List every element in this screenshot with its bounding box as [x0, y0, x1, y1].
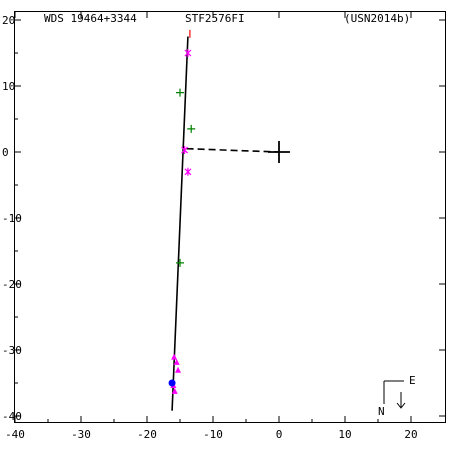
- node-line: [186, 147, 280, 153]
- reference-label: (USN2014b): [344, 12, 410, 25]
- axis-ticks: [14, 12, 445, 422]
- x-tick-label: -10: [203, 428, 223, 441]
- plot-frame: [14, 11, 446, 423]
- orbit-path: [171, 36, 189, 411]
- y-tick-label: -40: [2, 410, 22, 423]
- y-tick-label: 10: [2, 80, 15, 93]
- x-tick-label: 20: [404, 428, 417, 441]
- wds-id-label: WDS 19464+3344: [44, 12, 137, 25]
- dot-marker: [168, 379, 176, 387]
- compass-east-label: E: [409, 374, 416, 387]
- x-tick-label: -20: [137, 428, 157, 441]
- plus-marker: [176, 258, 184, 267]
- triangle-marker: [171, 387, 178, 394]
- compass-arrow-head: [396, 402, 406, 409]
- orbit-lines: [171, 29, 280, 411]
- star-marker: [184, 167, 192, 176]
- discoverer-label: STF2576FI: [185, 12, 245, 25]
- x-tick-label: -40: [5, 428, 25, 441]
- axis-tick-labels: -40 -30 -20 -10 0 10 20 20 10 0 -10 -20 -30 -40: [2, 14, 418, 441]
- plus-marker: [187, 124, 196, 133]
- triangle-marker: [171, 353, 178, 360]
- compass: E N: [378, 374, 416, 418]
- x-tick-label: 0: [276, 428, 283, 441]
- y-tick-label: 0: [2, 146, 9, 159]
- x-tick-label: 10: [338, 428, 351, 441]
- triangle-marker: [175, 366, 182, 373]
- x-tick-label: -30: [71, 428, 91, 441]
- compass-north-label: N: [378, 405, 385, 418]
- y-tick-label: 20: [2, 14, 15, 27]
- star-marker: [181, 146, 189, 155]
- y-tick-label: -30: [2, 344, 22, 357]
- triangle-marker: [173, 358, 180, 365]
- plus-marker: [176, 88, 184, 97]
- y-tick-label: -10: [2, 212, 22, 225]
- y-tick-label: -20: [2, 278, 22, 291]
- observation-markers: [168, 49, 290, 394]
- star-marker: [184, 49, 192, 57]
